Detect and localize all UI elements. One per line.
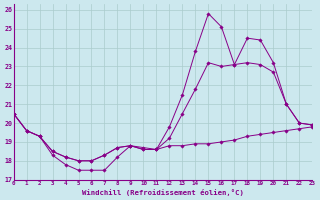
X-axis label: Windchill (Refroidissement éolien,°C): Windchill (Refroidissement éolien,°C) — [82, 189, 244, 196]
